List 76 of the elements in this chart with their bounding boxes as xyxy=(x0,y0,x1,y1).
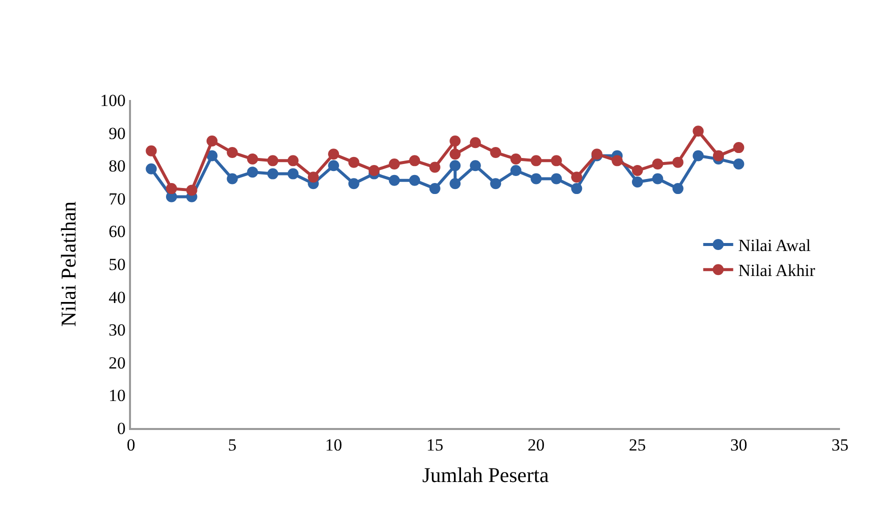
y-tick-label: 10 xyxy=(108,386,126,406)
point xyxy=(206,136,218,146)
point xyxy=(388,158,400,170)
y-tick-label: 100 xyxy=(100,90,126,110)
point xyxy=(450,160,461,172)
point xyxy=(247,166,258,178)
legend-label: Nilai Akhir xyxy=(738,261,816,280)
point xyxy=(226,146,238,158)
x-tick-label: 10 xyxy=(325,435,342,454)
point xyxy=(692,126,704,137)
point xyxy=(510,165,522,176)
point xyxy=(450,178,461,190)
point xyxy=(348,156,360,168)
point xyxy=(652,173,664,184)
point xyxy=(409,174,420,186)
point xyxy=(348,178,360,190)
point xyxy=(652,158,664,170)
point xyxy=(429,162,440,173)
x-tick-label: 20 xyxy=(528,435,545,454)
point xyxy=(166,183,178,194)
point xyxy=(247,154,258,165)
x-tick-label: 5 xyxy=(228,435,237,454)
point xyxy=(692,150,704,162)
point xyxy=(470,137,481,148)
y-tick-label: 50 xyxy=(108,254,126,274)
point xyxy=(368,165,380,176)
point xyxy=(450,148,461,160)
y-tick-label: 70 xyxy=(108,189,126,208)
point xyxy=(612,155,623,166)
point xyxy=(267,155,278,166)
point xyxy=(186,184,198,196)
point xyxy=(530,173,542,184)
point xyxy=(409,155,420,166)
y-tick-label: 20 xyxy=(108,353,126,372)
point xyxy=(328,160,340,172)
x-tick-label: 30 xyxy=(730,435,748,454)
point xyxy=(146,163,157,174)
point xyxy=(388,174,400,186)
y-tick-label: 90 xyxy=(108,124,126,143)
y-tick-label: 80 xyxy=(108,156,126,176)
point xyxy=(470,160,481,172)
point xyxy=(288,155,299,166)
point xyxy=(510,154,522,165)
point xyxy=(490,178,502,190)
x-tick-label: 35 xyxy=(832,435,848,454)
point xyxy=(490,146,502,158)
point xyxy=(450,136,461,146)
point xyxy=(226,173,238,184)
point xyxy=(267,168,278,180)
point xyxy=(571,183,582,194)
legend-label: Nilai Awal xyxy=(738,236,812,256)
point xyxy=(146,145,157,156)
point xyxy=(550,173,562,184)
y-tick-label: 0 xyxy=(117,418,126,438)
point xyxy=(733,158,744,170)
point xyxy=(672,183,684,194)
point xyxy=(672,156,684,168)
point xyxy=(308,172,319,183)
y-tick-label: 60 xyxy=(108,222,126,242)
point xyxy=(632,165,643,176)
point xyxy=(206,150,218,162)
point xyxy=(429,183,440,194)
point xyxy=(733,142,744,154)
point xyxy=(712,150,724,162)
x-axis-title: Jumlah Peserta xyxy=(422,463,550,488)
point xyxy=(632,176,643,188)
point xyxy=(328,148,340,160)
y-tick-label: 30 xyxy=(108,320,126,340)
x-tick-label: 25 xyxy=(628,435,646,454)
point xyxy=(288,168,299,180)
y-axis-title: Nilai Pelatihan xyxy=(56,200,81,327)
y-tick-label: 40 xyxy=(108,288,126,307)
x-tick-label: 15 xyxy=(426,435,444,454)
point xyxy=(571,172,582,183)
point xyxy=(550,155,562,166)
point xyxy=(530,155,542,166)
